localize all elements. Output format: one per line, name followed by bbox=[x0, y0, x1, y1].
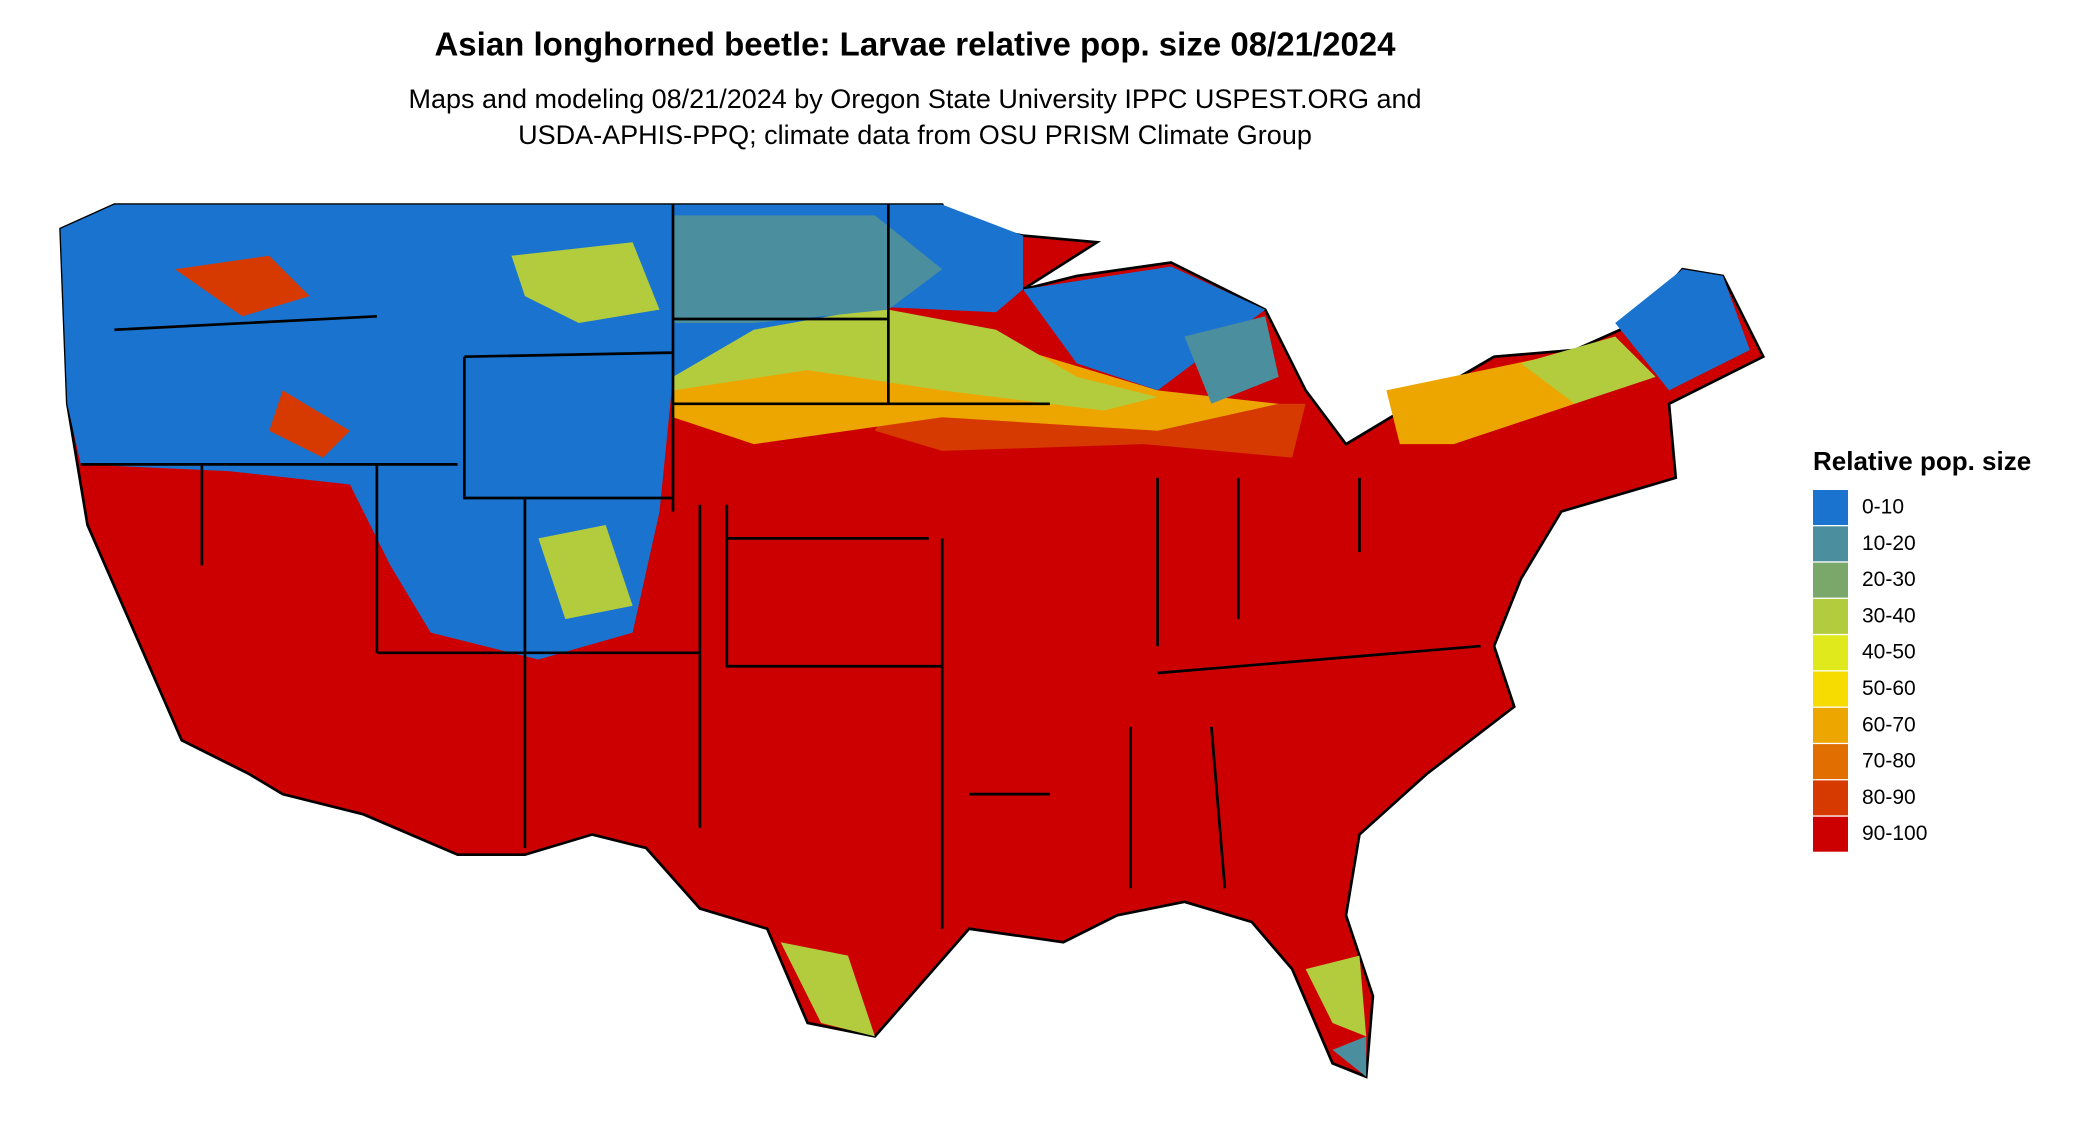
legend-swatch bbox=[1813, 816, 1848, 852]
legend-label: 70-80 bbox=[1862, 750, 1916, 773]
legend-label: 20-30 bbox=[1862, 568, 1916, 591]
legend-title: Relative pop. size bbox=[1813, 446, 2031, 476]
map-subtitle: USDA-APHIS-PPQ; climate data from OSU PR… bbox=[518, 120, 1312, 150]
legend-label: 30-40 bbox=[1862, 604, 1916, 627]
legend-swatch bbox=[1813, 671, 1848, 707]
legend-swatch bbox=[1813, 780, 1848, 816]
state-borders bbox=[80, 204, 1481, 929]
legend-label: 50-60 bbox=[1862, 677, 1916, 700]
legend-label: 80-90 bbox=[1862, 786, 1916, 809]
zone-30-40-west bbox=[511, 242, 660, 620]
legend-swatch bbox=[1813, 490, 1848, 525]
legend-label: 0-10 bbox=[1862, 496, 1904, 519]
legend: 0-10 10-20 20-30 30-40 40-50 50-60 60-70 70-80 8… bbox=[1813, 490, 1927, 852]
legend-label: 10-20 bbox=[1862, 532, 1916, 555]
zone-30-40 bbox=[673, 309, 1656, 1037]
legend-swatch bbox=[1813, 635, 1848, 671]
legend-label: 60-70 bbox=[1862, 713, 1916, 736]
zone-70-100-west bbox=[174, 255, 350, 458]
us-map bbox=[59, 203, 1766, 1079]
map-subtitle: Maps and modeling 08/21/2024 by Oregon S… bbox=[408, 84, 1421, 114]
legend-swatch bbox=[1813, 526, 1848, 562]
legend-label: 90-100 bbox=[1862, 822, 1927, 845]
legend-swatch bbox=[1813, 744, 1848, 780]
zone-0-10 bbox=[60, 204, 1750, 660]
map-title: Asian longhorned beetle: Larvae relative… bbox=[434, 26, 1396, 63]
legend-label: 40-50 bbox=[1862, 641, 1916, 664]
legend-swatch bbox=[1813, 562, 1848, 598]
zone-10-20 bbox=[673, 215, 1367, 1077]
legend-swatch bbox=[1813, 598, 1848, 634]
legend-swatch bbox=[1813, 707, 1848, 743]
